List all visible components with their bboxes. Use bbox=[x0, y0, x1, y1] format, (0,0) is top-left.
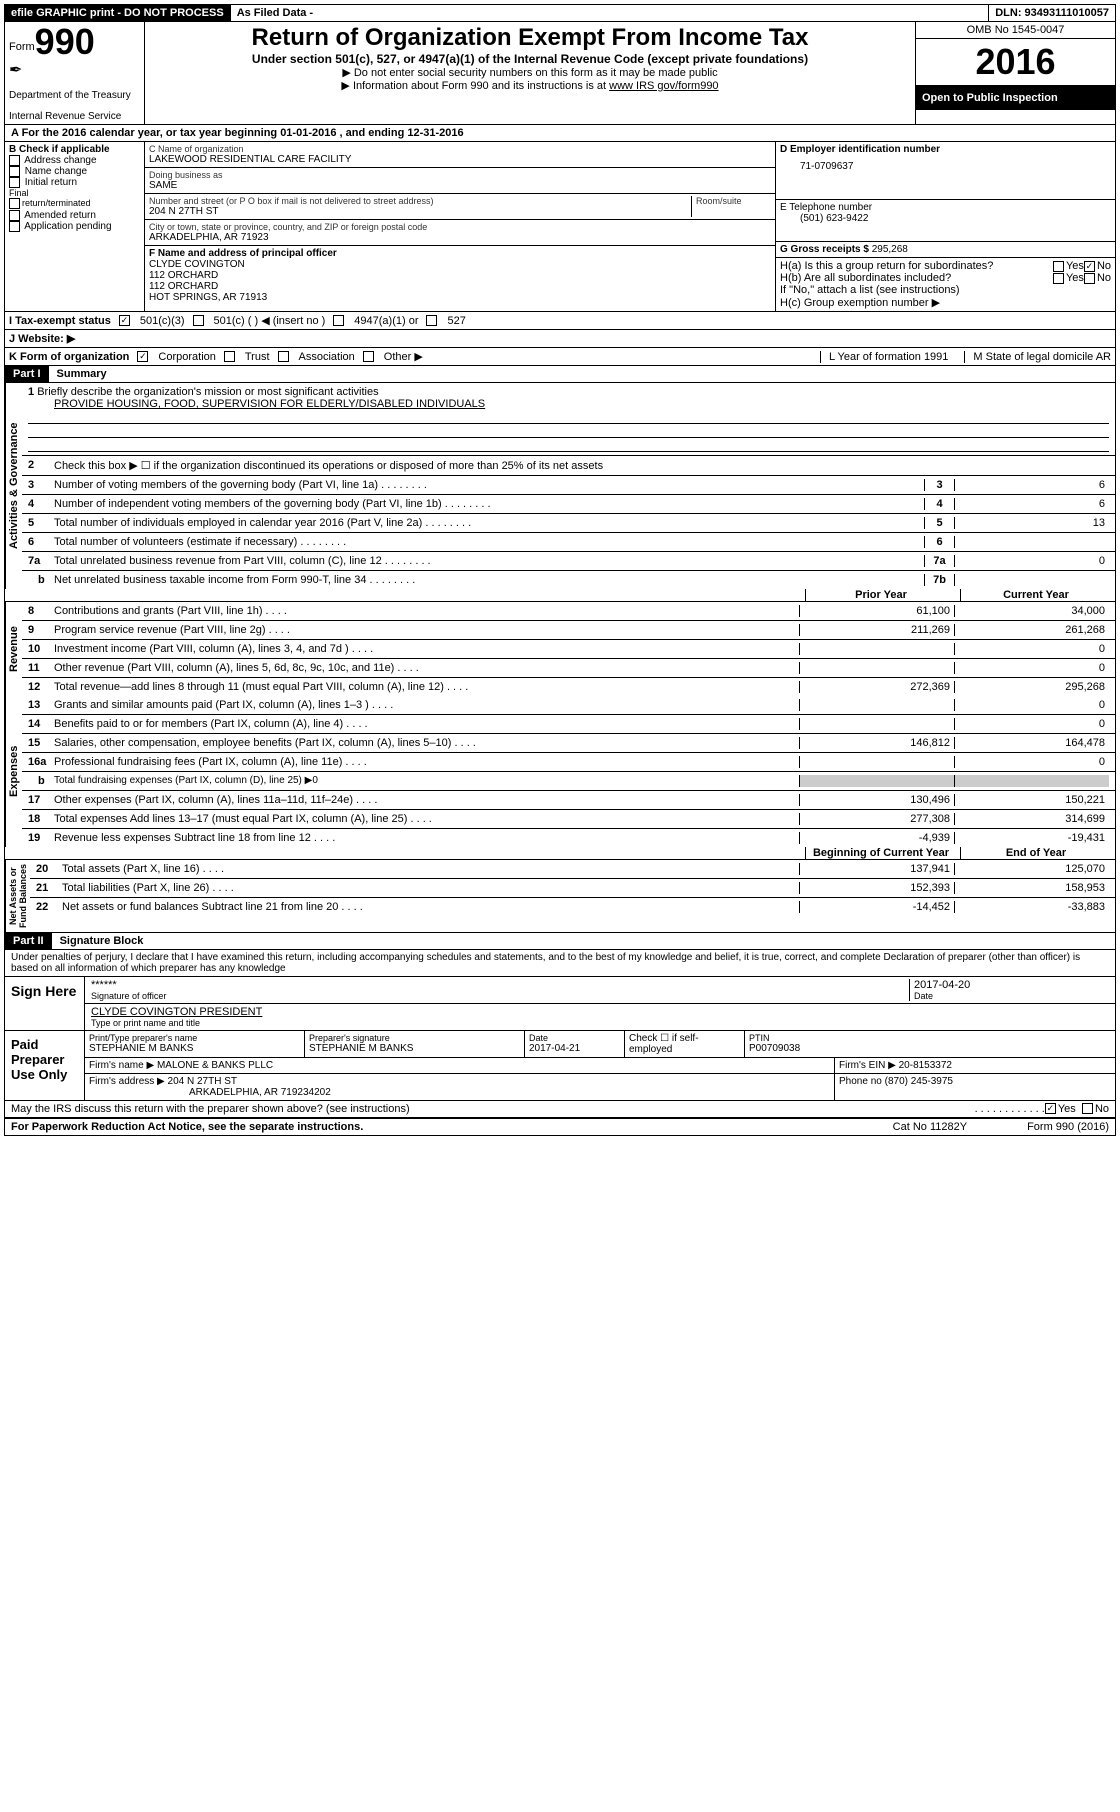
form-right-col: OMB No 1545-0047 2016 Open to Public Ins… bbox=[915, 22, 1115, 124]
year-formation: L Year of formation 1991 bbox=[820, 351, 956, 363]
state-domicile: M State of legal domicile AR bbox=[964, 351, 1111, 363]
summary-line: 10Investment income (Part VIII, column (… bbox=[22, 640, 1115, 659]
omb-number: OMB No 1545-0047 bbox=[916, 22, 1115, 39]
firm-name: MALONE & BANKS PLLC bbox=[157, 1060, 273, 1071]
ptin: P00709038 bbox=[749, 1043, 1111, 1054]
summary-line: 18Total expenses Add lines 13–17 (must e… bbox=[22, 810, 1115, 829]
summary-line: 6Total number of volunteers (estimate if… bbox=[22, 533, 1115, 552]
form-note1: ▶ Do not enter social security numbers o… bbox=[151, 66, 909, 79]
row-k-org-form: K Form of organization Corporation Trust… bbox=[4, 348, 1116, 366]
check-amended[interactable] bbox=[9, 210, 20, 221]
check-pending[interactable] bbox=[9, 221, 20, 232]
sign-here-label: Sign Here bbox=[5, 977, 85, 1030]
col-b-checkboxes: B Check if applicable Address change Nam… bbox=[5, 142, 145, 311]
perjury-statement: Under penalties of perjury, I declare th… bbox=[5, 950, 1115, 976]
label-governance: Activities & Governance bbox=[5, 383, 22, 589]
check-501c3[interactable] bbox=[119, 315, 130, 326]
discuss-no[interactable] bbox=[1082, 1103, 1093, 1114]
city-state-zip: ARKADELPHIA, AR 71923 bbox=[149, 232, 771, 243]
summary-line: 9Program service revenue (Part VIII, lin… bbox=[22, 621, 1115, 640]
check-final[interactable] bbox=[9, 198, 20, 209]
form-id-col: Form990 ✒ Department of the Treasury Int… bbox=[5, 22, 145, 124]
check-name[interactable] bbox=[9, 166, 20, 177]
section-bcd: B Check if applicable Address change Nam… bbox=[4, 142, 1116, 312]
summary-line: 14Benefits paid to or for members (Part … bbox=[22, 715, 1115, 734]
form-number: 990 bbox=[35, 21, 95, 62]
check-group-no[interactable] bbox=[1084, 261, 1095, 272]
street-address: 204 N 27TH ST bbox=[149, 206, 691, 217]
form-title-col: Return of Organization Exempt From Incom… bbox=[145, 22, 915, 124]
check-initial[interactable] bbox=[9, 177, 20, 188]
summary-line: 4Number of independent voting members of… bbox=[22, 495, 1115, 514]
summary-line: 22Net assets or fund balances Subtract l… bbox=[30, 898, 1115, 916]
summary-line: 12Total revenue—add lines 8 through 11 (… bbox=[22, 678, 1115, 696]
summary-line: bNet unrelated business taxable income f… bbox=[22, 571, 1115, 589]
summary-line: 8Contributions and grants (Part VIII, li… bbox=[22, 602, 1115, 621]
firm-address: 204 N 27TH ST bbox=[168, 1076, 237, 1087]
summary-line: 15Salaries, other compensation, employee… bbox=[22, 734, 1115, 753]
dept-irs: Internal Revenue Service bbox=[9, 111, 140, 122]
summary-line: 16aProfessional fundraising fees (Part I… bbox=[22, 753, 1115, 772]
efile-topbar: efile GRAPHIC print - DO NOT PROCESS As … bbox=[4, 4, 1116, 22]
ein: 71-0709637 bbox=[780, 155, 1111, 172]
summary-line: 17Other expenses (Part IX, column (A), l… bbox=[22, 791, 1115, 810]
part2-header: Part II Signature Block bbox=[4, 933, 1116, 950]
signature-block: Under penalties of perjury, I declare th… bbox=[4, 950, 1116, 1101]
summary-line: 7aTotal unrelated business revenue from … bbox=[22, 552, 1115, 571]
paid-preparer-label: Paid Preparer Use Only bbox=[5, 1031, 85, 1100]
open-to-public: Open to Public Inspection bbox=[916, 86, 1115, 110]
col-d-right: D Employer identification number 71-0709… bbox=[775, 142, 1115, 311]
discuss-row: May the IRS discuss this return with the… bbox=[4, 1101, 1116, 1118]
summary-line: 21Total liabilities (Part X, line 26) . … bbox=[30, 879, 1115, 898]
part1-summary: Activities & Governance 1 Briefly descri… bbox=[4, 383, 1116, 933]
summary-line: 20Total assets (Part X, line 16) . . . .… bbox=[30, 860, 1115, 879]
row-i-tax-status: I Tax-exempt status 501(c)(3) 501(c) ( )… bbox=[4, 312, 1116, 330]
check-address[interactable] bbox=[9, 155, 20, 166]
preparer-name: STEPHANIE M BANKS bbox=[89, 1043, 300, 1054]
efile-notice: efile GRAPHIC print - DO NOT PROCESS bbox=[5, 5, 230, 21]
summary-line: bTotal fundraising expenses (Part IX, co… bbox=[22, 772, 1115, 791]
prep-date: 2017-04-21 bbox=[529, 1043, 620, 1054]
check-corp[interactable] bbox=[137, 351, 148, 362]
tax-year: 2016 bbox=[916, 39, 1115, 86]
discuss-yes[interactable] bbox=[1045, 1103, 1056, 1114]
form-subtitle: Under section 501(c), 527, or 4947(a)(1)… bbox=[151, 52, 909, 66]
telephone: (501) 623-9422 bbox=[780, 213, 1111, 224]
summary-line: 5Total number of individuals employed in… bbox=[22, 514, 1115, 533]
gross-receipts: 295,268 bbox=[872, 244, 908, 255]
part1-header: Part I Summary bbox=[4, 366, 1116, 383]
summary-line: 11Other revenue (Part VIII, column (A), … bbox=[22, 659, 1115, 678]
dept-treasury: Department of the Treasury bbox=[9, 90, 140, 101]
col-c-org-info: C Name of organization LAKEWOOD RESIDENT… bbox=[145, 142, 775, 311]
label-revenue: Revenue bbox=[5, 602, 22, 696]
row-j-website: J Website: ▶ bbox=[4, 330, 1116, 348]
footer: For Paperwork Reduction Act Notice, see … bbox=[4, 1118, 1116, 1136]
mission-text: PROVIDE HOUSING, FOOD, SUPERVISION FOR E… bbox=[28, 398, 1109, 410]
label-expenses: Expenses bbox=[5, 696, 22, 847]
firm-ein: 20-8153372 bbox=[899, 1060, 952, 1071]
summary-line: 19Revenue less expenses Subtract line 18… bbox=[22, 829, 1115, 847]
as-filed: As Filed Data - bbox=[230, 5, 319, 21]
form-header: Form990 ✒ Department of the Treasury Int… bbox=[4, 22, 1116, 125]
org-name: LAKEWOOD RESIDENTIAL CARE FACILITY bbox=[149, 154, 771, 165]
summary-line: 3Number of voting members of the governi… bbox=[22, 476, 1115, 495]
dba: SAME bbox=[149, 180, 771, 191]
summary-line: 13Grants and similar amounts paid (Part … bbox=[22, 696, 1115, 715]
sig-date: 2017-04-20 bbox=[914, 979, 1109, 991]
firm-phone: (870) 245-3975 bbox=[885, 1076, 953, 1087]
form-note-link[interactable]: www IRS gov/form990 bbox=[609, 80, 718, 92]
label-netassets: Net Assets orFund Balances bbox=[5, 860, 30, 932]
dln: DLN: 93493111010057 bbox=[988, 5, 1115, 21]
officer-name-title: CLYDE COVINGTON PRESIDENT bbox=[91, 1006, 1109, 1018]
form-title: Return of Organization Exempt From Incom… bbox=[151, 24, 909, 52]
row-a-tax-year: A For the 2016 calendar year, or tax yea… bbox=[4, 125, 1116, 142]
officer-name: CLYDE COVINGTON bbox=[149, 259, 771, 270]
